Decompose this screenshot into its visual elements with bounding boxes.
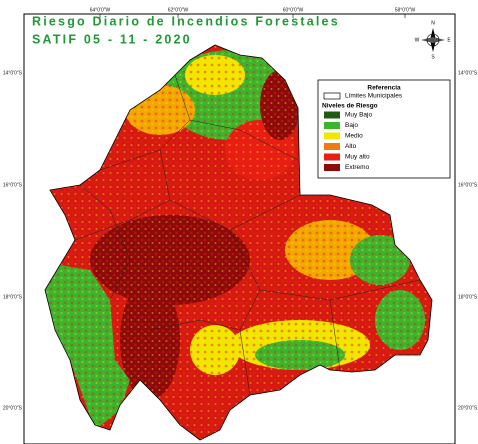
subtitle: SATIF 05 - 11 - 2020 (32, 32, 192, 46)
longitude-label: 62°0'0"W (168, 7, 189, 13)
compass-e: E (447, 37, 451, 43)
legend-level: Muy Bajo (345, 112, 372, 119)
legend-swatch (324, 164, 340, 171)
legend-level: Medio (345, 133, 363, 140)
latitude-label-left: 18°0'0"S (3, 294, 23, 300)
legend-level: Bajo (345, 122, 358, 129)
latitude-label-right: 18°0'0"S (458, 294, 478, 300)
compass-w: W (415, 37, 420, 43)
compass-s: S (431, 54, 435, 60)
latitude-label-right: 14°0'0"S (458, 70, 478, 76)
latitude-label-left: 20°0'0"S (3, 405, 23, 411)
legend-title: Referencia (367, 85, 401, 92)
legend-boundary: Límites Municipales (345, 93, 403, 100)
legend-swatch (324, 122, 340, 129)
longitude-label: 58°0'0"W (395, 7, 416, 13)
legend-swatch (324, 143, 340, 150)
legend-level: Muy alto (345, 154, 370, 161)
legend-level: Extremo (345, 164, 370, 171)
legend-level: Alto (345, 143, 357, 150)
longitude-label: 60°0'0"W (283, 7, 304, 13)
title: Riesgo Diario de Incendios Forestales (32, 14, 340, 28)
municipal-boundaries (74, 74, 421, 396)
legend-swatch (324, 111, 340, 119)
longitude-label: 64°0'0"W (90, 7, 111, 13)
compass: N S E W (415, 20, 452, 60)
legend-levels-title: Niveles de Riesgo (322, 103, 378, 110)
latitude-label-left: 16°0'0"S (3, 182, 23, 188)
latitude-label-right: 20°0'0"S (458, 405, 478, 411)
legend-swatch (324, 153, 340, 161)
latitude-label-left: 14°0'0"S (3, 70, 23, 76)
frame (23, 13, 456, 444)
legend-swatch (324, 132, 340, 140)
latitude-label-right: 16°0'0"S (458, 182, 478, 188)
compass-n: N (431, 20, 435, 26)
